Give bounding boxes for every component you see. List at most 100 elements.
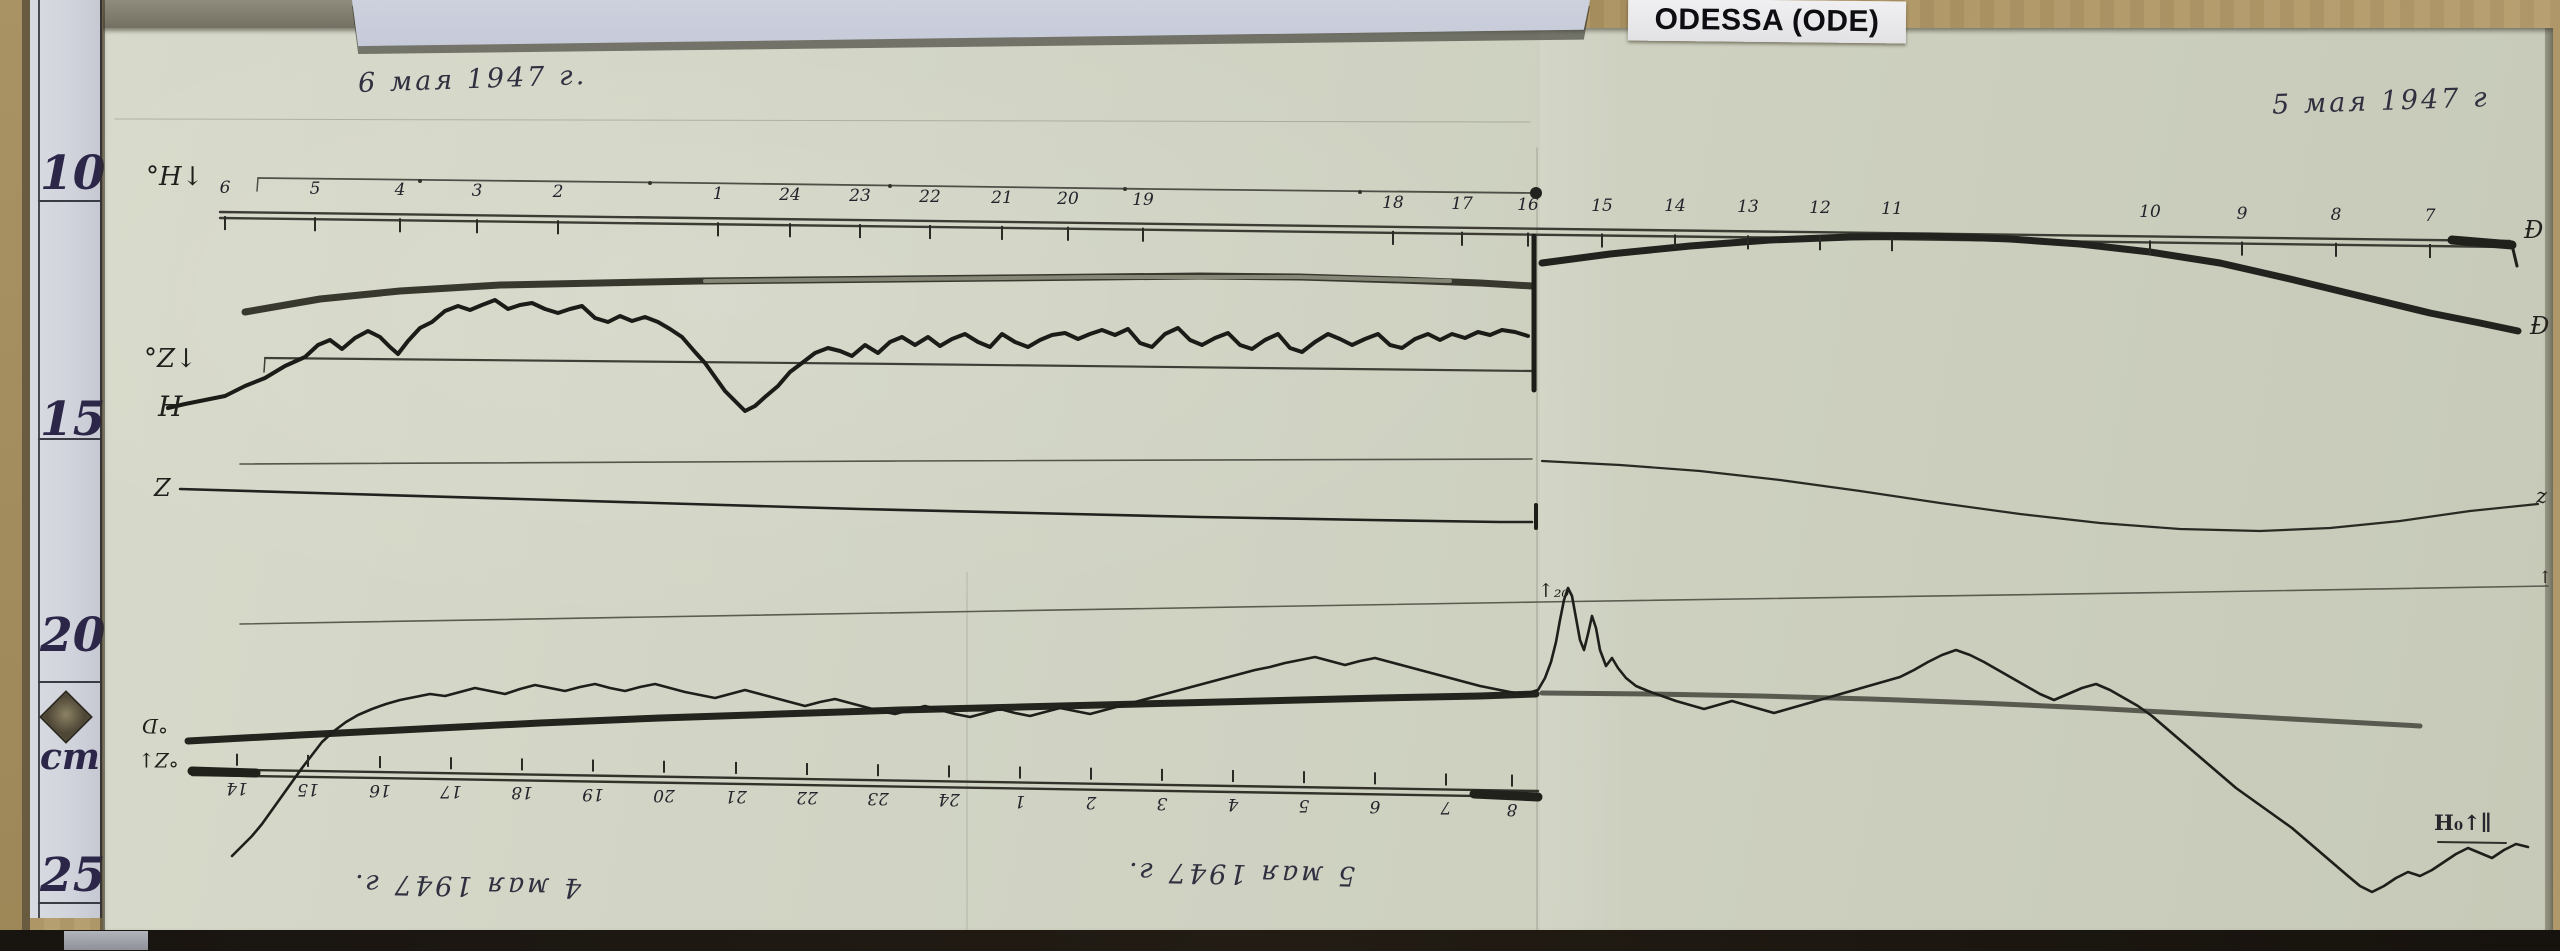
ruler-inner-line bbox=[38, 0, 40, 918]
scale-end-mark: Ð bbox=[2524, 216, 2544, 244]
prev-d-baseline-label-inverted: °D bbox=[142, 714, 169, 738]
hour-label: 19 bbox=[582, 783, 604, 804]
hour-label: 14 bbox=[1664, 196, 1686, 217]
ruler-division bbox=[38, 438, 100, 440]
hour-label: 18 bbox=[1382, 192, 1404, 213]
prev-d-trace-left bbox=[184, 690, 1540, 745]
z-trace-label: Z bbox=[154, 474, 171, 502]
hour-label: 3 bbox=[1156, 792, 1168, 813]
hour-label: 11 bbox=[1881, 199, 1903, 220]
bottom-left-paper-tab bbox=[64, 931, 148, 950]
hour-label: 15 bbox=[297, 778, 319, 799]
right-edge-mark: ↑ bbox=[2538, 568, 2553, 588]
hour-label: 1 bbox=[712, 184, 724, 205]
ruler-division bbox=[38, 902, 100, 904]
z-trace-left bbox=[178, 487, 1534, 524]
top-hour-bar-upper bbox=[218, 210, 2512, 243]
ruler-mark-20: 20 bbox=[40, 608, 106, 663]
h-trace-left bbox=[166, 298, 1530, 413]
hour-label: 17 bbox=[440, 781, 462, 802]
hour-label: 21 bbox=[991, 187, 1013, 208]
hour-label: 4 bbox=[1227, 794, 1239, 814]
hour-label: 19 bbox=[1132, 189, 1154, 210]
hour-label: 16 bbox=[369, 780, 391, 801]
d-trace-end-mark: Ð bbox=[2530, 312, 2550, 340]
bottom-hour-bar-upper bbox=[190, 767, 1540, 793]
d-trace-left-faded bbox=[703, 275, 1452, 283]
h-trace-label: H bbox=[158, 390, 183, 423]
z-baseline-left bbox=[263, 356, 1534, 373]
bottom-bar-end-cap bbox=[1469, 789, 1543, 802]
hour-label: 22 bbox=[796, 787, 818, 808]
hour-label: 24 bbox=[938, 789, 960, 810]
cardboard-left-edge bbox=[0, 0, 22, 951]
z-baseline-start-stub bbox=[263, 357, 266, 373]
ruler-mark-25: 25 bbox=[40, 848, 106, 903]
hour-label: 10 bbox=[2139, 202, 2161, 223]
bottom-right-ho-mark: H₀↑∥ bbox=[2434, 810, 2492, 835]
mid-thin-line-left bbox=[239, 458, 1533, 465]
hour-label: 18 bbox=[511, 782, 533, 803]
ruler-left-shadow bbox=[22, 0, 30, 951]
hour-label: 9 bbox=[2236, 203, 2248, 224]
hour-label: 1 bbox=[1014, 790, 1026, 811]
hour-label: 3 bbox=[471, 181, 483, 202]
d-trace-right bbox=[1538, 232, 2522, 335]
ruler-unit-cm: cm bbox=[40, 736, 101, 778]
magnetogram-sheet bbox=[103, 28, 2553, 933]
hour-label: 8 bbox=[1506, 798, 1518, 819]
table-shadow-strip bbox=[0, 930, 2560, 951]
baseline-dot bbox=[1123, 187, 1127, 191]
hour-label: 14 bbox=[226, 777, 248, 798]
z-trace-right bbox=[1540, 459, 2540, 533]
top-hour-bar-lower bbox=[218, 216, 2512, 249]
hour-label: 8 bbox=[2330, 204, 2342, 225]
handwritten-date-bottom-left-inverted: 4 мая 1947 г. bbox=[351, 868, 582, 903]
bottom-bar-start-cap bbox=[187, 766, 261, 778]
baseline-dot bbox=[648, 181, 652, 185]
ruler-mark-15: 15 bbox=[40, 392, 106, 447]
ruler-division bbox=[38, 200, 100, 202]
break-baseline-mark: ↑₂₀ bbox=[1538, 580, 1570, 602]
hour-label: 6 bbox=[1369, 796, 1381, 817]
prev-day-trace bbox=[230, 586, 2530, 894]
h-baseline-label: °H↓ bbox=[146, 162, 204, 192]
hour-label: 4 bbox=[394, 180, 406, 201]
hour-label: 2 bbox=[1085, 791, 1097, 812]
sheet-fold-highlight bbox=[1540, 28, 1630, 933]
ruler-mark-10: 10 bbox=[40, 146, 106, 201]
hour-label: 13 bbox=[1737, 197, 1759, 218]
z-baseline-label: °Z↓ bbox=[144, 344, 197, 374]
hour-label: 20 bbox=[1057, 188, 1079, 209]
hour-label: 7 bbox=[1440, 797, 1452, 818]
bottom-hour-bar-lower bbox=[190, 773, 1540, 799]
baseline-dot bbox=[1530, 187, 1542, 199]
baseline-dot bbox=[888, 184, 892, 188]
h-baseline-line bbox=[257, 177, 1534, 194]
baseline-dot bbox=[1358, 190, 1362, 194]
hour-label: 5 bbox=[309, 179, 321, 200]
long-thin-baseline bbox=[239, 585, 2549, 625]
hour-label: 23 bbox=[849, 186, 871, 207]
hour-label: 24 bbox=[779, 185, 801, 206]
hour-label: 7 bbox=[2424, 205, 2436, 226]
ho-underline bbox=[2437, 841, 2507, 844]
prev-z-baseline-label-inverted: °Z↓ bbox=[138, 748, 179, 772]
hour-label: 15 bbox=[1591, 195, 1613, 216]
hour-label: 5 bbox=[1298, 795, 1310, 816]
baseline-dot bbox=[418, 179, 422, 183]
handwritten-date-bottom-center-inverted: 5 мая 1947 г. bbox=[1125, 856, 1356, 891]
hour-label: 20 bbox=[653, 784, 675, 805]
hour-label: 22 bbox=[919, 186, 941, 207]
hour-label: 6 bbox=[219, 178, 231, 199]
prev-d-trace-right bbox=[1539, 690, 2423, 729]
hour-label: 21 bbox=[725, 785, 747, 806]
z-trace-end-mark: z bbox=[2536, 484, 2548, 508]
hour-label: 12 bbox=[1809, 198, 1831, 219]
handwritten-date-top-right: 5 мая 1947 г bbox=[2271, 82, 2491, 121]
h-baseline-start-stub bbox=[256, 177, 259, 192]
hour-label: 2 bbox=[552, 182, 564, 203]
